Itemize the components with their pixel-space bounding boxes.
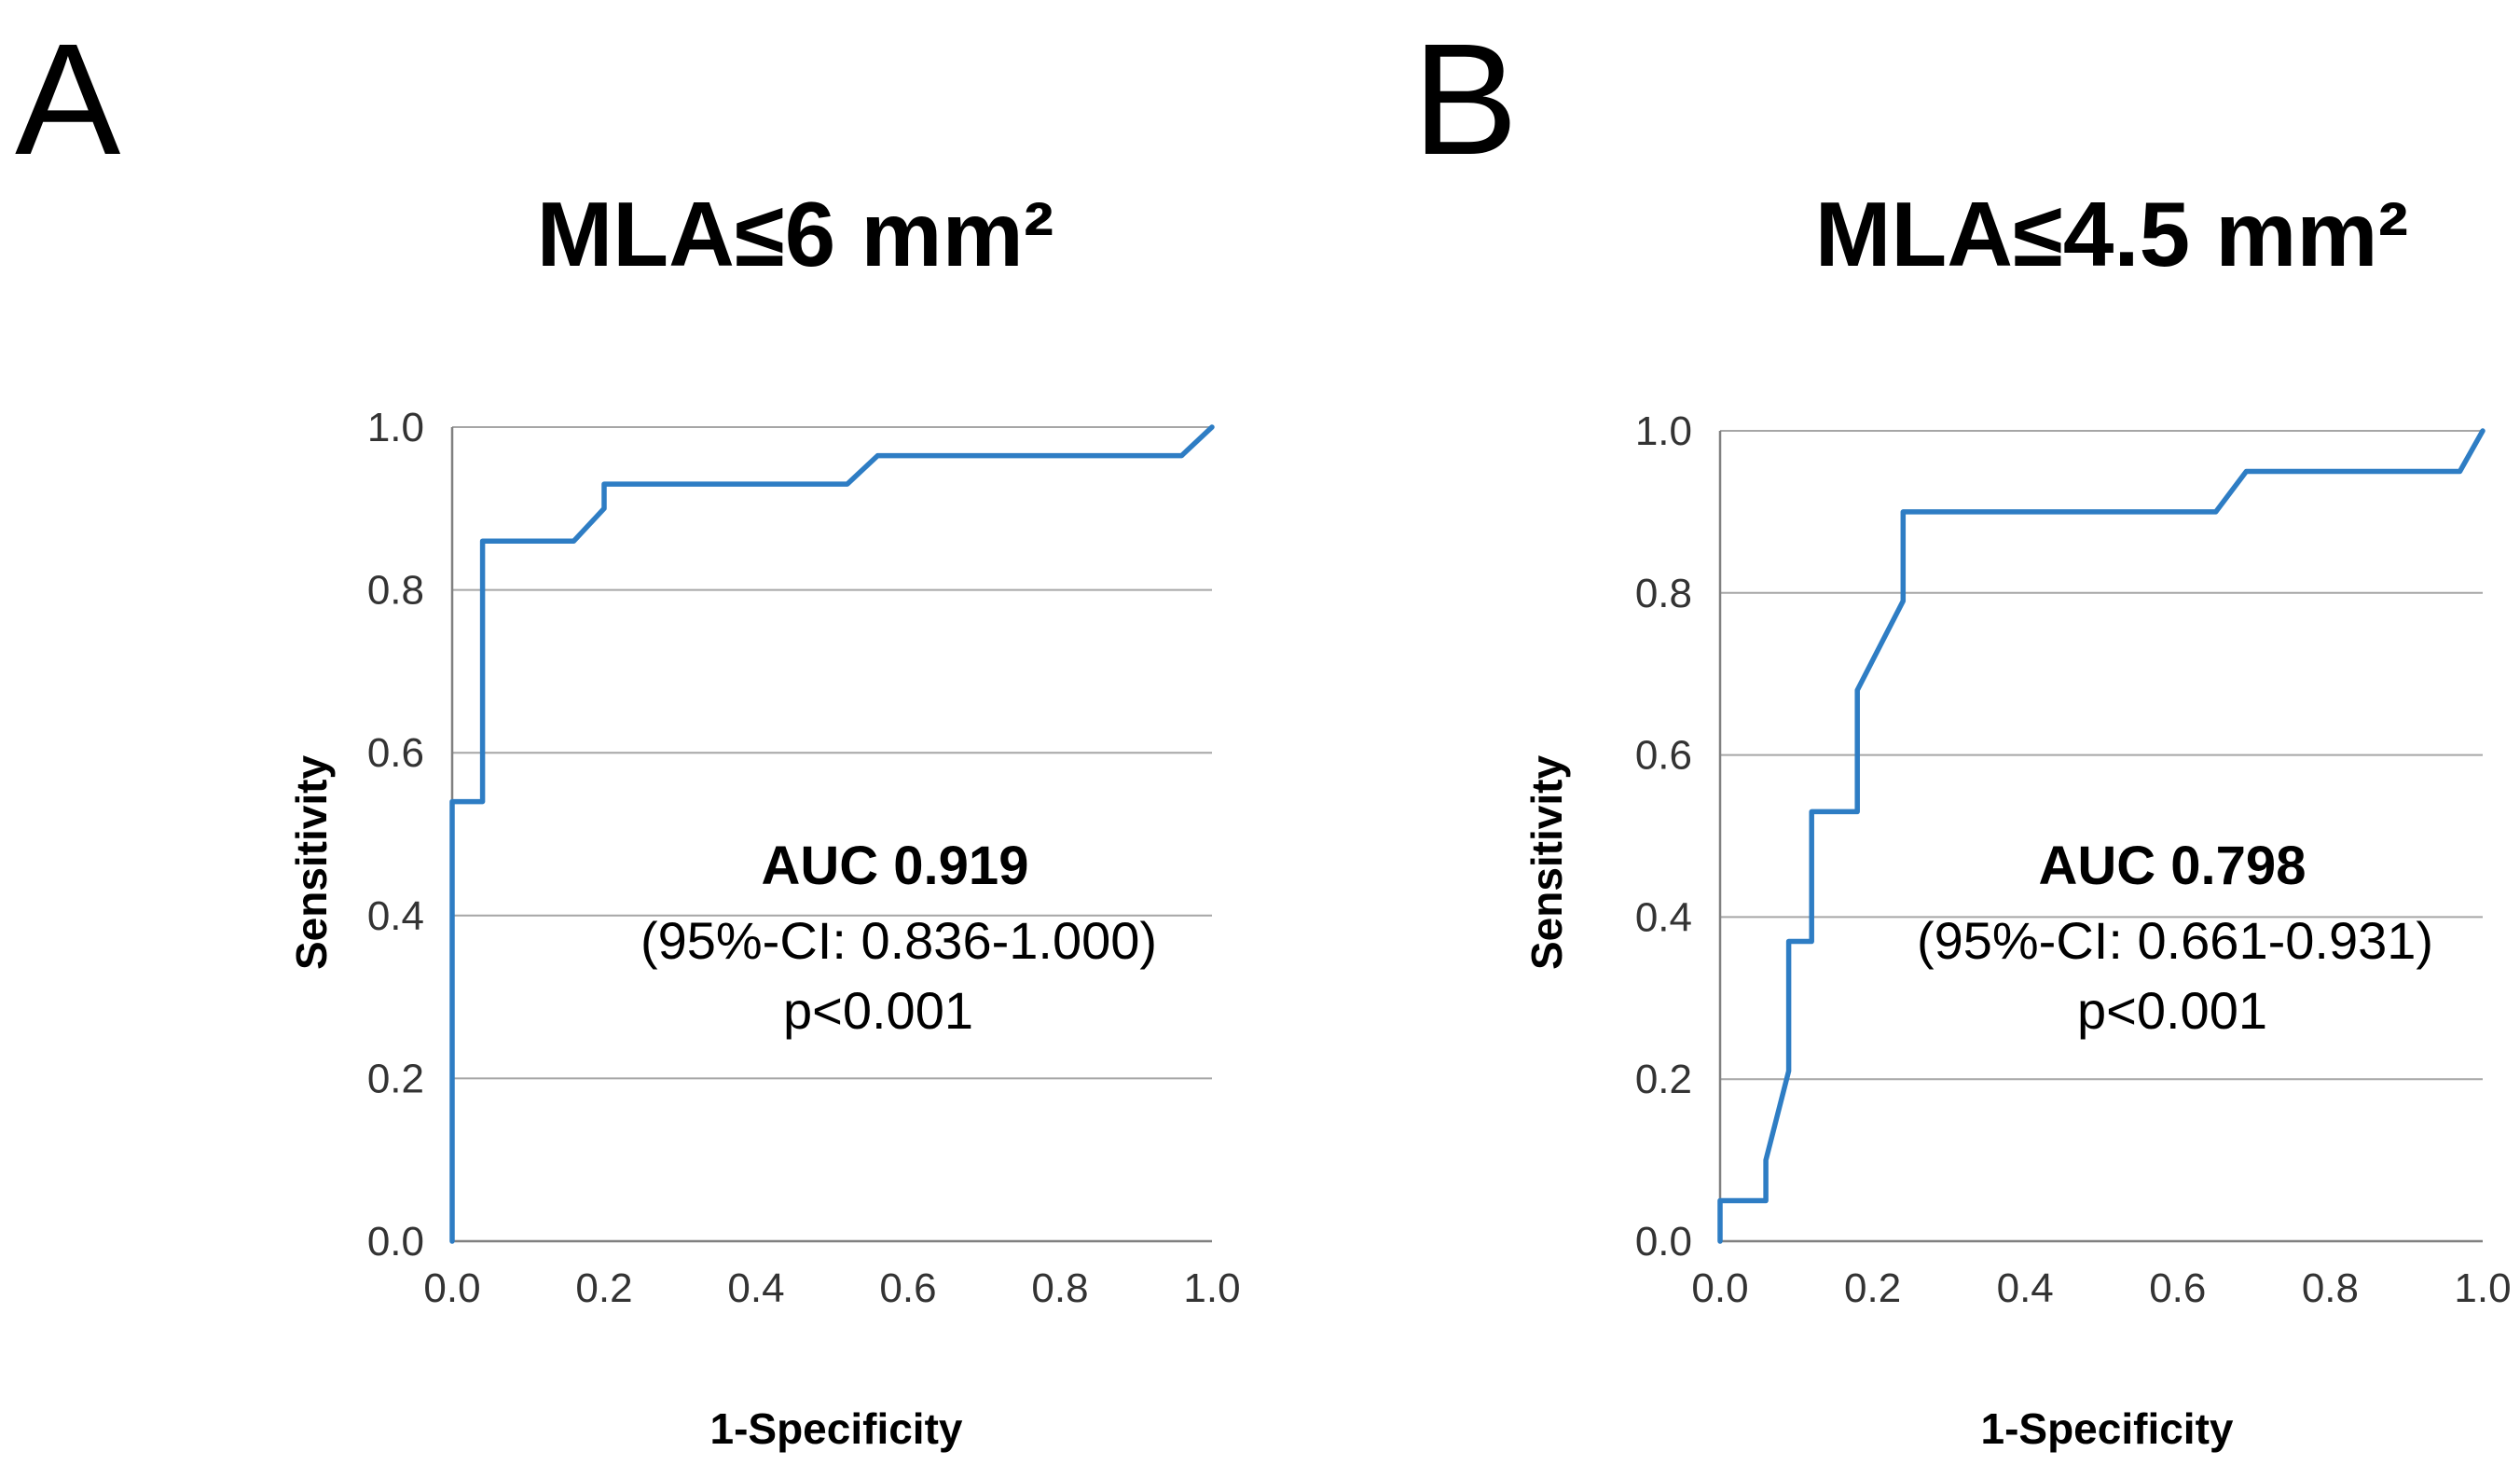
y-tick-label: 0.0 — [1635, 1219, 1692, 1265]
grid-lines — [452, 426, 1212, 1080]
y-tick-label: 0.2 — [367, 1056, 424, 1101]
x-tick-labels: 0.0 0.2 0.4 0.6 0.8 1.0 — [423, 1265, 1240, 1311]
y-tick-label: 0.4 — [1635, 894, 1692, 940]
ci-label: (95%-CI: 0.836-1.000) — [640, 911, 1157, 970]
y-axis-label: Sensitivity — [1522, 755, 1571, 971]
p-value-label: p<0.001 — [783, 981, 973, 1040]
y-tick-label: 1.0 — [367, 405, 424, 450]
y-tick-label: 1.0 — [1635, 408, 1692, 454]
y-tick-label: 0.6 — [367, 730, 424, 776]
y-tick-label: 0.4 — [367, 893, 424, 939]
x-tick-label: 0.2 — [575, 1265, 632, 1311]
x-tick-label: 0.6 — [879, 1265, 936, 1311]
panel-label: B — [1412, 11, 1518, 188]
y-tick-label: 0.0 — [367, 1219, 424, 1265]
auc-label: AUC 0.798 — [2039, 836, 2307, 896]
ci-label: (95%-CI: 0.661-0.931) — [1917, 911, 2433, 970]
roc-curve — [449, 424, 1215, 1244]
y-axis-label: Sensitivity — [287, 755, 336, 971]
x-tick-label: 0.8 — [1031, 1265, 1088, 1311]
x-axis-label: 1-Specificity — [1981, 1404, 2234, 1453]
y-tick-label: 0.8 — [1635, 571, 1692, 616]
y-tick-labels: 0.0 0.2 0.4 0.6 0.8 1.0 — [367, 405, 424, 1265]
x-tick-label: 0.6 — [2149, 1265, 2206, 1311]
panel-a: A MLA≤6 mm² 0.0 0.2 0.4 0.6 0.8 1.0 0.0 0.2 0.4… — [15, 11, 1241, 1453]
x-tick-label: 0.4 — [727, 1265, 784, 1311]
y-tick-label: 0.8 — [367, 568, 424, 614]
roc-curve — [1717, 428, 2486, 1244]
axes — [450, 427, 1212, 1243]
x-tick-label: 1.0 — [1183, 1265, 1240, 1311]
panel-b: B MLA≤4.5 mm² 0.00.20.40.60.81.0 0.0 0.2 0… — [1412, 11, 2512, 1453]
x-tick-label: 0.8 — [2302, 1265, 2359, 1311]
x-tick-label: 0.0 — [1691, 1265, 1748, 1311]
grid-lines — [1720, 430, 2483, 1081]
x-tick-labels: 0.0 0.2 0.4 0.6 0.8 1.0 — [1691, 1265, 2511, 1311]
x-tick-label: 0.0 — [423, 1265, 480, 1311]
x-tick-label: 0.2 — [1844, 1265, 1901, 1311]
axes — [1718, 431, 2483, 1243]
p-value-label: p<0.001 — [2077, 981, 2267, 1040]
y-tick-label: 0.6 — [1635, 733, 1692, 779]
y-tick-labels: 0.0 0.2 0.4 0.6 0.8 1.0 — [1635, 408, 1692, 1265]
x-axis-label: 1-Specificity — [710, 1404, 963, 1453]
y-tick-label: 0.2 — [1635, 1057, 1692, 1102]
chart-title: MLA≤4.5 mm² — [1815, 183, 2408, 285]
chart-title: MLA≤6 mm² — [537, 183, 1054, 285]
x-tick-label: 0.4 — [1997, 1265, 2054, 1311]
panel-label: A — [15, 11, 121, 188]
auc-label: AUC 0.919 — [762, 836, 1029, 896]
x-tick-label: 1.0 — [2454, 1265, 2511, 1311]
